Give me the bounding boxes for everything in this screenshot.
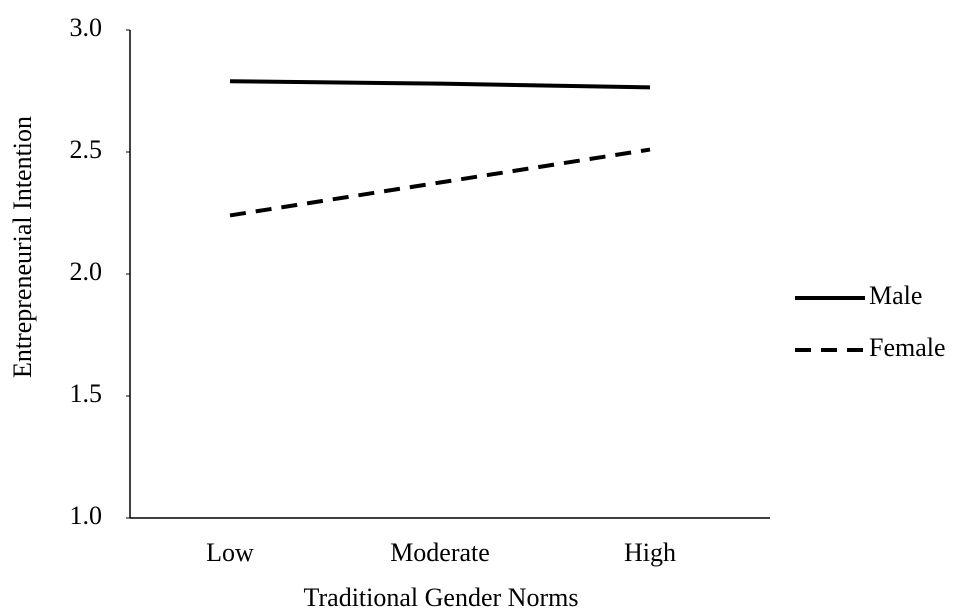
x-axis-title: Traditional Gender Norms	[304, 583, 579, 612]
series-line	[229, 79, 651, 90]
y-tick-label: 1.5	[70, 379, 103, 408]
series-line	[229, 147, 651, 218]
x-tick-label: High	[624, 538, 676, 567]
x-tick-label: Moderate	[390, 538, 490, 567]
x-tick-label: Low	[206, 538, 254, 567]
y-tick-label: 3.0	[70, 13, 103, 42]
y-axis-title: Entrepreneurial Intention	[8, 116, 37, 378]
legend-label: Male	[869, 281, 922, 310]
y-tick-label: 2.5	[70, 135, 103, 164]
legend-label: Female	[869, 333, 946, 362]
y-tick-label: 1.0	[70, 501, 103, 530]
y-tick-label: 2.0	[70, 257, 103, 286]
